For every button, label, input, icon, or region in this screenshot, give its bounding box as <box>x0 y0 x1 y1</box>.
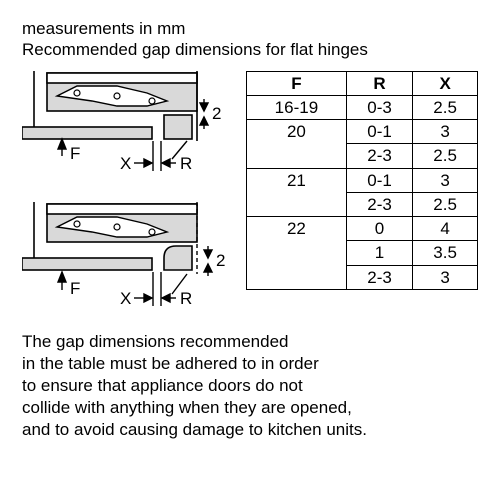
cell-X: 3 <box>413 168 478 192</box>
dim-X-label-2: X <box>120 289 131 308</box>
cell-R: 2-3 <box>346 192 412 216</box>
cell-R: 0-1 <box>346 120 412 144</box>
table-row: 200-13 <box>247 120 478 144</box>
header-line2: Recommended gap dimensions for flat hing… <box>22 39 478 60</box>
cell-F <box>247 241 347 265</box>
footer-text: The gap dimensions recommendedin the tab… <box>22 331 478 441</box>
dim-2-label-2: 2 <box>216 251 225 270</box>
cell-X: 2.5 <box>413 144 478 168</box>
table-header-row: F R X <box>247 71 478 95</box>
table-row: 2-33 <box>247 265 478 289</box>
cell-R: 2-3 <box>346 265 412 289</box>
cell-X: 3 <box>413 265 478 289</box>
dim-F-label: F <box>70 144 80 163</box>
cell-R: 0 <box>346 217 412 241</box>
table-row: 16-190-32.5 <box>247 95 478 119</box>
table-row: 2-32.5 <box>247 144 478 168</box>
gap-table-wrap: F R X 16-190-32.5200-132-32.5210-132-32.… <box>246 71 478 317</box>
col-R: R <box>346 71 412 95</box>
cell-F: 16-19 <box>247 95 347 119</box>
cell-R: 0-1 <box>346 168 412 192</box>
col-X: X <box>413 71 478 95</box>
cell-X: 2.5 <box>413 192 478 216</box>
header-line1: measurements in mm <box>22 18 478 39</box>
table-row: 13.5 <box>247 241 478 265</box>
dim-2-label: 2 <box>212 104 221 123</box>
hinge-diagram-bottom: 2 F X R <box>22 202 232 317</box>
table-row: 2204 <box>247 217 478 241</box>
gap-table: F R X 16-190-32.5200-132-32.5210-132-32.… <box>246 71 478 290</box>
dim-F-label-2: F <box>70 279 80 298</box>
content-row: 2 F X R <box>22 71 478 317</box>
dim-R-label-2: R <box>180 289 192 308</box>
cell-F <box>247 144 347 168</box>
table-row: 210-13 <box>247 168 478 192</box>
hinge-diagram-top: 2 F X R <box>22 71 232 186</box>
cell-X: 4 <box>413 217 478 241</box>
dim-R-label: R <box>180 154 192 173</box>
cell-X: 2.5 <box>413 95 478 119</box>
dim-X-label: X <box>120 154 131 173</box>
cell-X: 3 <box>413 120 478 144</box>
cell-R: 2-3 <box>346 144 412 168</box>
cell-F: 20 <box>247 120 347 144</box>
cell-R: 0-3 <box>346 95 412 119</box>
cell-F: 22 <box>247 217 347 241</box>
table-row: 2-32.5 <box>247 192 478 216</box>
cell-F <box>247 192 347 216</box>
diagrams-column: 2 F X R <box>22 71 232 317</box>
cell-X: 3.5 <box>413 241 478 265</box>
col-F: F <box>247 71 347 95</box>
header: measurements in mm Recommended gap dimen… <box>22 18 478 61</box>
cell-F <box>247 265 347 289</box>
cell-R: 1 <box>346 241 412 265</box>
cell-F: 21 <box>247 168 347 192</box>
